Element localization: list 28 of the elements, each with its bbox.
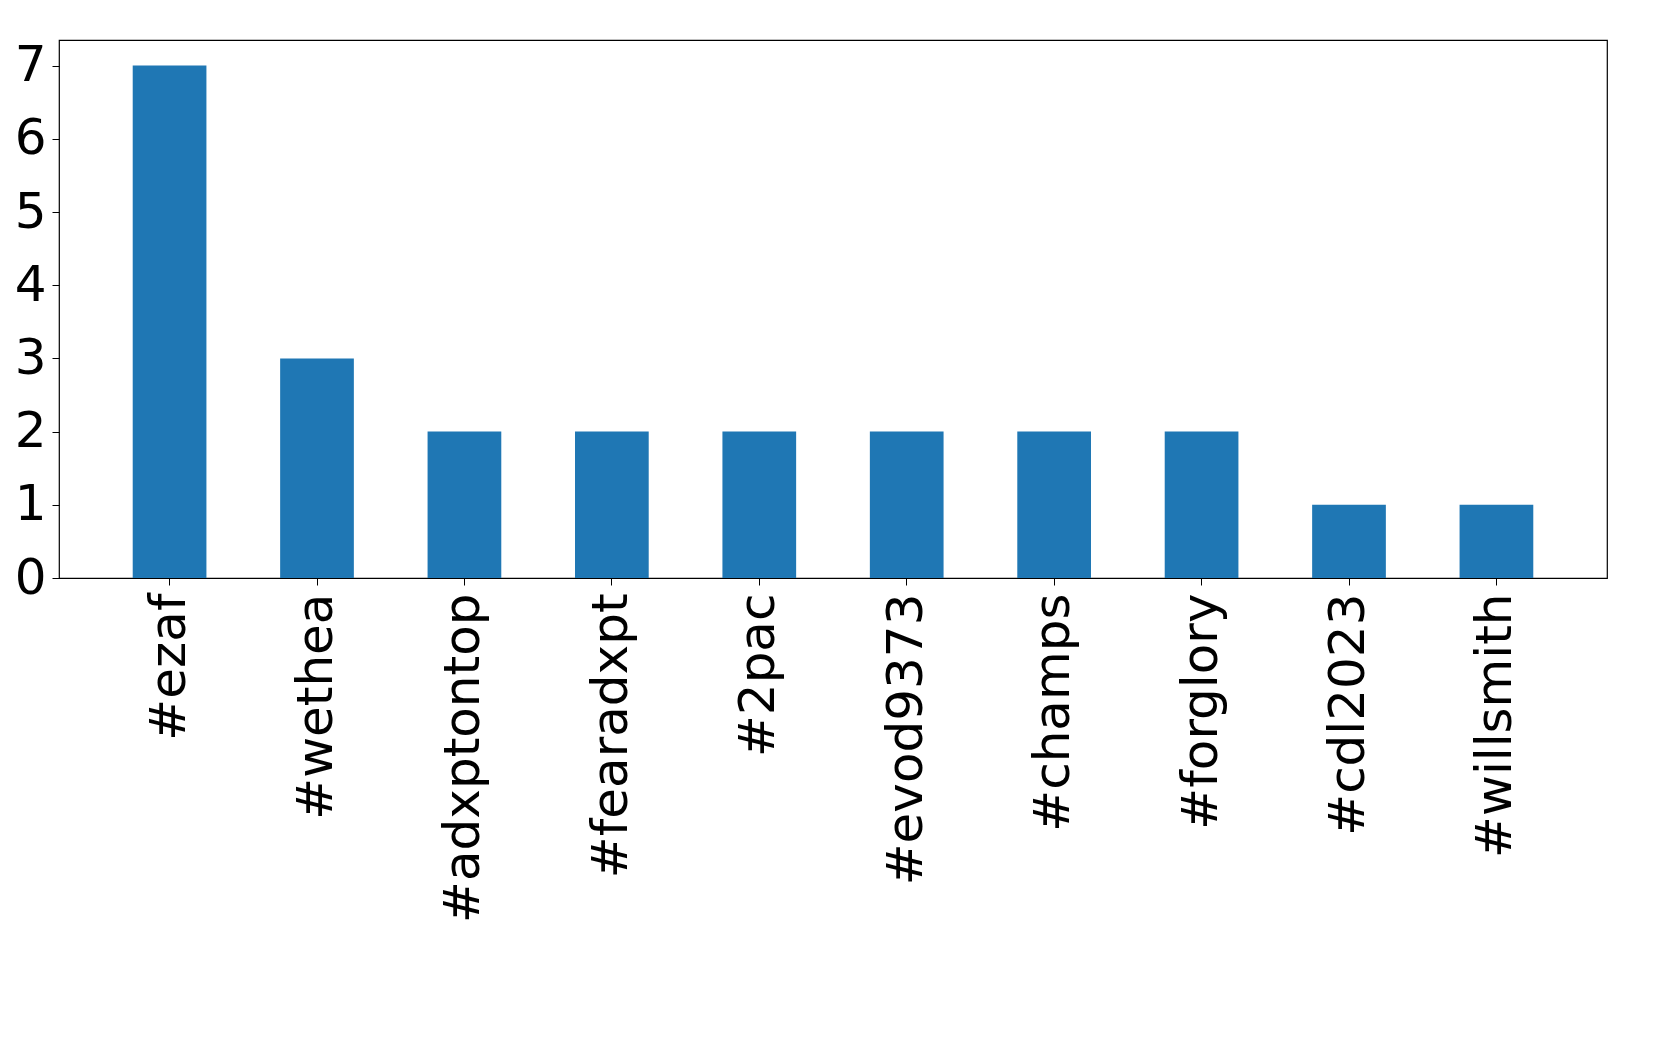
y-tick-label: 2 [14, 401, 47, 460]
bar [1312, 504, 1386, 578]
y-tick-label: 4 [14, 254, 47, 313]
bar [427, 431, 502, 578]
x-tick-label: #willsmith [1465, 593, 1524, 858]
y-tick-label: 1 [14, 474, 47, 533]
bar [280, 358, 354, 578]
y-tick-label: 0 [14, 547, 47, 606]
y-tick-label: 3 [14, 327, 47, 386]
bar [575, 431, 649, 578]
x-tick-label: #evod9373 [875, 593, 934, 886]
bar [1164, 431, 1239, 578]
x-tick-label: #wethea [286, 593, 344, 820]
x-tick-label: #2pac [728, 593, 787, 758]
bar [1459, 504, 1534, 578]
bar [1017, 431, 1091, 578]
x-tick-label: #adxptontop [433, 593, 492, 923]
x-tick-label: #fearadxpt [580, 593, 639, 879]
y-tick-label: 7 [14, 35, 47, 94]
x-tick-label: #ezaf [138, 592, 197, 741]
bar [869, 431, 944, 578]
bar [132, 65, 207, 578]
y-tick-label: 5 [14, 181, 47, 240]
x-tick-label: #champs [1023, 593, 1082, 832]
y-tick-label: 6 [14, 108, 47, 167]
x-tick-label: #cdl2023 [1318, 593, 1376, 836]
x-tick-label: #forglory [1170, 593, 1229, 830]
bar [722, 431, 797, 578]
